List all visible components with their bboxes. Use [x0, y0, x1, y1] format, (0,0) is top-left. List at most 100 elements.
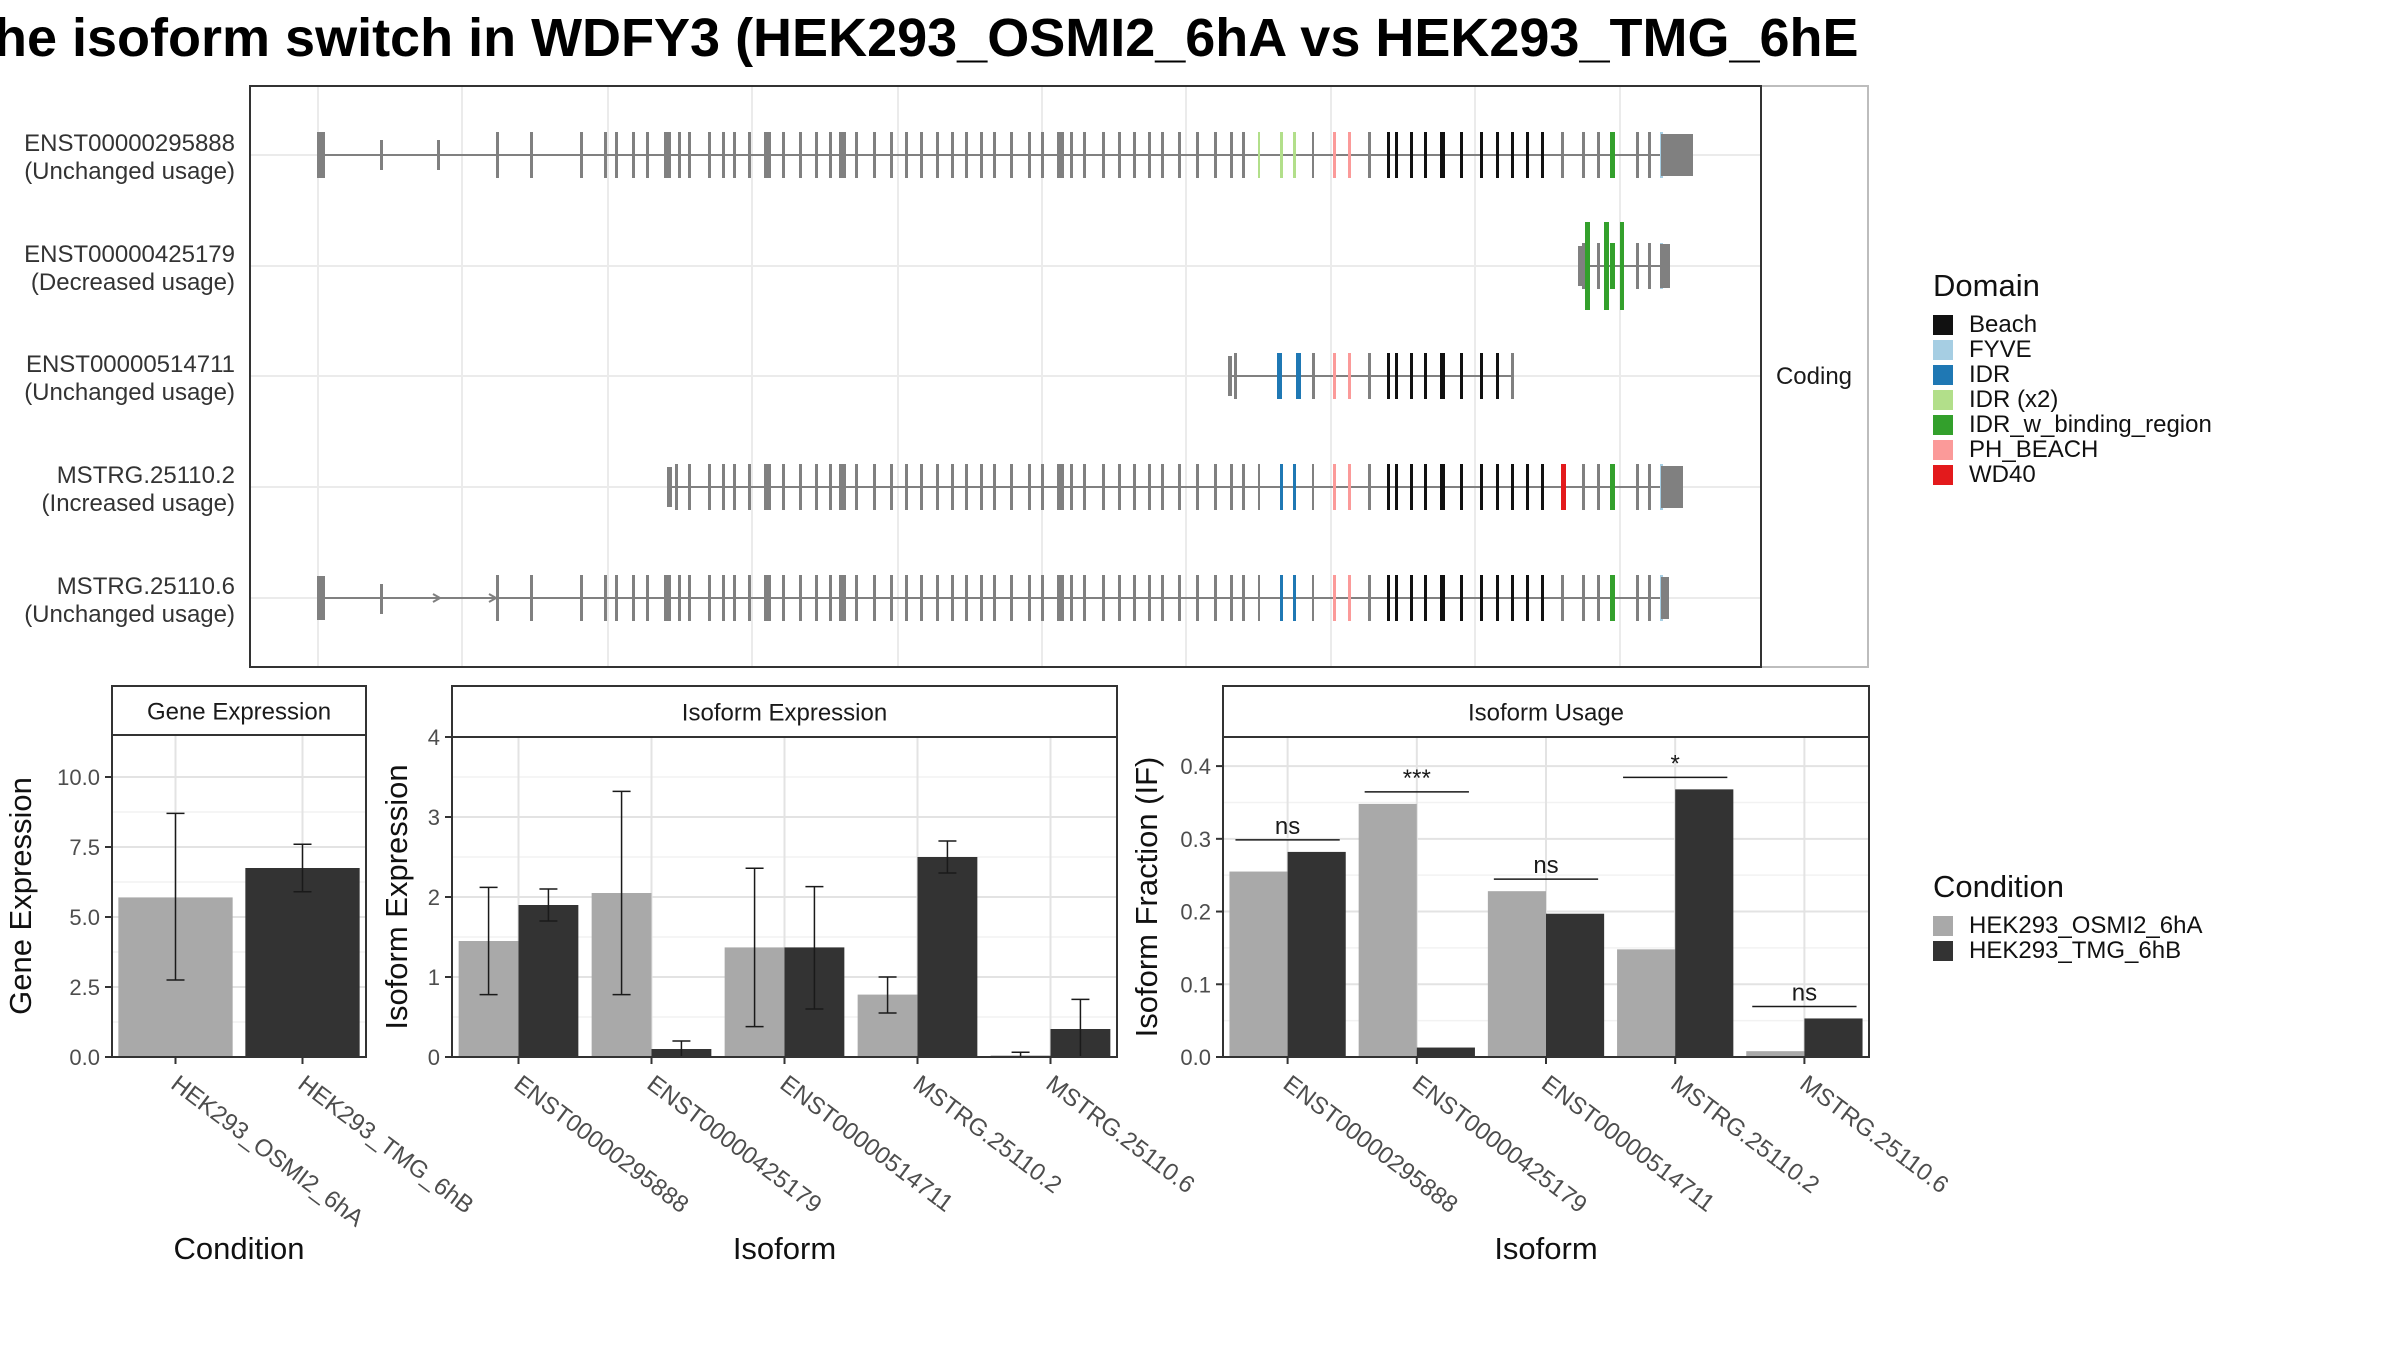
y-tick-label: 0.1	[1180, 972, 1211, 997]
exon	[799, 132, 802, 178]
bar	[1416, 1047, 1475, 1057]
exon	[1496, 132, 1499, 178]
exon	[1333, 575, 1336, 621]
transcript-usage-label: (Unchanged usage)	[24, 601, 235, 628]
utr-exon	[1661, 466, 1683, 508]
bar	[1229, 871, 1288, 1057]
exon	[1460, 575, 1463, 621]
legend-color-key	[1933, 439, 1953, 460]
exon	[1133, 575, 1136, 621]
exon	[688, 132, 691, 178]
utr-exon	[1660, 244, 1670, 288]
exon	[1395, 132, 1398, 178]
domain-legend-item: PH_BEACH	[1933, 437, 2353, 462]
exon	[905, 132, 908, 178]
bar	[518, 905, 579, 1057]
y-tick-label: 3	[428, 805, 440, 830]
exon	[1010, 132, 1013, 178]
exon	[1387, 132, 1390, 178]
exon	[1582, 464, 1585, 510]
exon	[1041, 575, 1044, 621]
domain-legend-title: Domain	[1933, 268, 2040, 303]
exon	[1333, 353, 1336, 399]
exon	[1083, 464, 1086, 510]
exon	[1041, 464, 1044, 510]
exon	[936, 464, 939, 510]
exon	[1648, 575, 1651, 621]
exon	[951, 132, 954, 178]
exon	[936, 132, 939, 178]
exon	[1280, 575, 1283, 621]
exon	[920, 575, 923, 621]
exon	[1496, 464, 1499, 510]
exon	[1293, 132, 1296, 178]
domain-legend-item: FYVE	[1933, 337, 2353, 362]
exon	[722, 132, 725, 178]
y-tick-label: 5.0	[69, 905, 100, 930]
exon	[1348, 575, 1351, 621]
legend-label: HEK293_OSMI2_6hA	[1969, 912, 2203, 939]
exon	[733, 464, 736, 510]
legend-label: FYVE	[1969, 336, 2032, 363]
exon	[1424, 575, 1427, 621]
transcript-usage-label: (Unchanged usage)	[24, 158, 235, 185]
exon	[1010, 464, 1013, 510]
bar	[1675, 789, 1734, 1057]
exon	[646, 132, 649, 178]
exon	[1636, 575, 1639, 621]
exon	[873, 575, 876, 621]
exon	[1368, 575, 1371, 621]
exon	[708, 464, 711, 510]
exon	[1511, 132, 1514, 178]
exon	[1057, 575, 1064, 621]
exon	[1161, 132, 1164, 178]
y-tick-label: 2.5	[69, 975, 100, 1000]
exon	[855, 464, 858, 510]
exon	[1083, 575, 1086, 621]
exon	[1460, 132, 1463, 178]
x-axis-title: Isoform	[1494, 1231, 1597, 1266]
exon	[580, 132, 583, 178]
y-axis-title: Gene Expression	[3, 777, 38, 1015]
exon	[675, 464, 678, 510]
exon	[829, 132, 832, 178]
y-tick-label: 0.0	[1180, 1045, 1211, 1070]
utr-exon	[667, 467, 672, 507]
isoform-expression-panel: Isoform Expression01234ENST00000295888EN…	[379, 685, 1200, 1266]
panel-title: Isoform Expression	[682, 700, 887, 727]
exon	[1424, 464, 1427, 510]
y-tick-label: 4	[428, 725, 440, 750]
legend-color-key	[1933, 940, 1953, 961]
exon	[890, 575, 893, 621]
exon	[1028, 464, 1031, 510]
domain-legend-item: IDR (x2)	[1933, 387, 2353, 412]
exon	[1242, 132, 1245, 178]
exon	[1028, 575, 1031, 621]
exon	[1333, 132, 1336, 178]
exon	[1178, 132, 1181, 178]
exon	[873, 464, 876, 510]
exon	[1196, 132, 1199, 178]
exon	[1041, 132, 1044, 178]
significance-label: ***	[1403, 765, 1431, 792]
exon	[799, 464, 802, 510]
domain-legend-item: WD40	[1933, 462, 2353, 487]
exon	[764, 575, 771, 621]
exon	[604, 132, 607, 178]
legend-color-key	[1933, 339, 1953, 360]
exon	[1214, 575, 1217, 621]
transcript-id-label: ENST00000295888	[24, 130, 235, 157]
significance-label: *	[1671, 750, 1680, 777]
exon	[855, 132, 858, 178]
exon	[1102, 575, 1105, 621]
transcript-id-label: ENST00000514711	[26, 351, 235, 378]
exon	[1368, 464, 1371, 510]
condition-legend-title: Condition	[1933, 869, 2064, 904]
exon	[1258, 132, 1260, 178]
exon	[1410, 353, 1413, 399]
legend-label: Beach	[1969, 311, 2038, 338]
y-tick-label: 7.5	[69, 835, 100, 860]
exon	[890, 464, 893, 510]
exon	[1395, 464, 1398, 510]
exon	[1242, 464, 1245, 510]
